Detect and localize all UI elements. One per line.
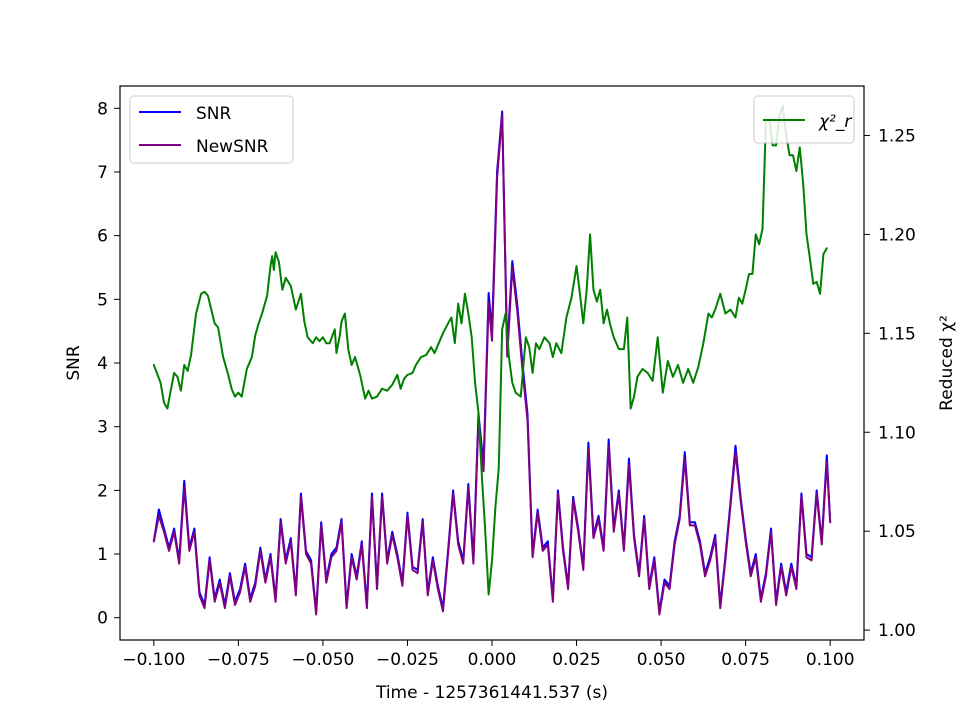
y-left-tick-label: 7 — [97, 163, 108, 183]
y-right-tick-label: 1.25 — [878, 126, 916, 146]
x-tick-label: 0.025 — [552, 650, 601, 670]
y-left-tick-label: 1 — [97, 545, 108, 565]
y-axis-left: 0 1 2 3 4 5 6 7 8 — [97, 99, 120, 629]
y-left-tick-label: 6 — [97, 227, 108, 247]
y-right-tick-label: 1.00 — [878, 621, 916, 641]
plot-area — [152, 104, 832, 616]
x-tick-label: 0.050 — [637, 650, 686, 670]
y-left-tick-label: 4 — [97, 354, 108, 374]
legend-label-chi2: χ²_r — [818, 112, 852, 132]
y-axis-right-label: Reduced χ² — [937, 315, 957, 411]
y-axis-right: 1.00 1.05 1.10 1.15 1.20 1.25 — [864, 126, 916, 641]
y-right-tick-label: 1.05 — [878, 522, 916, 542]
series-line-newsnr — [152, 113, 832, 616]
x-tick-label: −0.075 — [207, 650, 270, 670]
y-right-tick-label: 1.15 — [878, 324, 916, 344]
series-line-r — [152, 104, 828, 596]
y-left-tick-label: 2 — [97, 481, 108, 501]
y-right-tick-label: 1.10 — [878, 423, 916, 443]
y-left-tick-label: 3 — [97, 418, 108, 438]
x-tick-label: −0.025 — [376, 650, 439, 670]
x-axis-label: Time - 1257361441.537 (s) — [375, 683, 608, 703]
y-right-tick-label: 1.20 — [878, 225, 916, 245]
x-tick-label: 0.100 — [806, 650, 855, 670]
y-left-tick-label: 0 — [97, 609, 108, 629]
legend-label-newsnr: NewSNR — [196, 137, 269, 157]
x-axis: −0.100 −0.075 −0.050 −0.025 0.000 0.025 0.050 0… — [122, 640, 855, 670]
y-left-tick-label: 8 — [97, 99, 108, 119]
x-tick-label: −0.100 — [122, 650, 185, 670]
legend-right: χ²_r — [753, 95, 855, 144]
x-tick-label: 0.000 — [468, 650, 517, 670]
x-tick-label: −0.050 — [291, 650, 354, 670]
y-left-tick-label: 5 — [97, 290, 108, 310]
x-tick-label: 0.075 — [721, 650, 770, 670]
legend-label-snr: SNR — [196, 104, 232, 124]
legend-left: SNR NewSNR — [129, 95, 294, 164]
y-axis-left-label: SNR — [64, 345, 84, 381]
